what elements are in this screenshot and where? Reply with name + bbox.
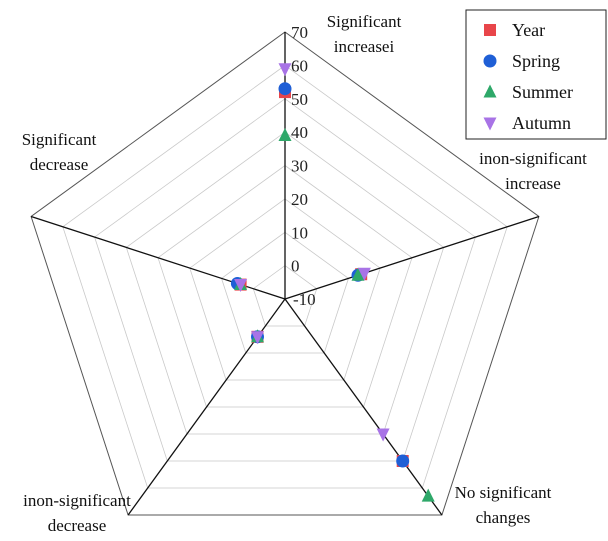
radial-tick-label: 10: [291, 223, 308, 242]
data-point-autumn: [278, 63, 292, 77]
radial-tick-label: 30: [291, 157, 308, 176]
axis-line: [284, 298, 443, 516]
data-point-autumn: [357, 267, 371, 281]
data-point-summer: [421, 488, 435, 502]
radial-tick-label: 60: [291, 56, 308, 75]
axis-non-significant-decrease-label: inon-significant decrease: [23, 491, 131, 535]
data-point-autumn: [251, 331, 265, 345]
legend-marker-year: [484, 24, 496, 36]
grid-ring: [30, 31, 540, 516]
radial-tick-label: 0: [291, 257, 300, 276]
grid-ring: [189, 198, 381, 381]
legend-label-summer: Summer: [512, 82, 573, 102]
data-markers: [230, 63, 435, 502]
radial-tick-labels: -10 0 10 20 30 40 50 60 70: [291, 23, 316, 309]
legend-label-autumn: Autumn: [512, 113, 571, 133]
radar-axes: [30, 32, 540, 516]
grid-ring: [62, 64, 508, 489]
data-point-summer: [278, 127, 292, 141]
legend-label-spring: Spring: [512, 51, 560, 71]
data-point-spring: [278, 82, 292, 96]
axis-no-significant-changes-label: No significant changes: [455, 483, 552, 527]
legend-label-year: Year: [512, 20, 545, 40]
data-point-summer: [351, 267, 365, 281]
data-point-autumn: [376, 428, 390, 442]
radial-tick-label: 40: [291, 123, 308, 142]
axis-significant-increase-label: Significant increasei: [327, 12, 402, 56]
axis-line: [30, 215, 286, 300]
grid-ring: [125, 131, 445, 435]
radar-grid: [30, 31, 540, 516]
legend-marker-spring: [483, 54, 497, 68]
axis-line: [284, 215, 540, 300]
axis-significant-decrease-label: Significant decrease: [22, 130, 97, 174]
radial-tick-label: 50: [291, 90, 308, 109]
grid-ring: [252, 265, 318, 327]
grid-ring: [157, 165, 413, 408]
grid-ring: [94, 98, 476, 462]
radial-tick-label: -10: [293, 290, 316, 309]
legend-marker-autumn: [483, 117, 497, 131]
data-point-spring: [396, 454, 410, 468]
axis-non-significant-increase-label: inon-significant increase: [479, 149, 587, 193]
legend-marker-summer: [483, 84, 497, 98]
grid-ring: [221, 231, 349, 354]
axis-labels: Significant increasei inon-significant incr…: [22, 12, 587, 535]
legend: Year Spring Summer Autumn: [465, 9, 607, 140]
radial-tick-label: 70: [291, 23, 308, 42]
data-point-autumn: [234, 279, 248, 293]
radial-tick-label: 20: [291, 190, 308, 209]
